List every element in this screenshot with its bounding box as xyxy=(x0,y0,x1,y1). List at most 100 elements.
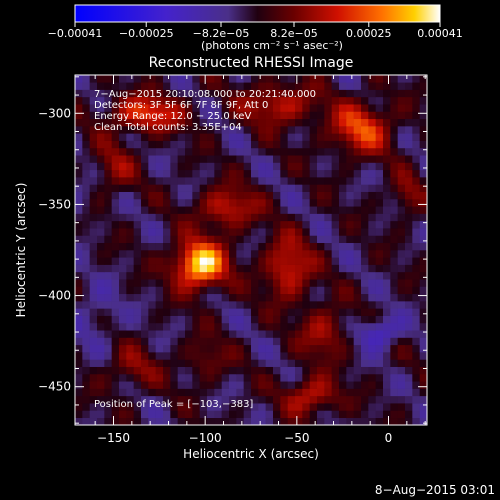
heatmap-cell xyxy=(419,395,427,404)
heatmap-cell xyxy=(390,264,398,273)
heatmap-cell xyxy=(331,308,340,316)
heatmap-cell xyxy=(163,257,171,265)
heatmap-cell xyxy=(119,228,127,236)
heatmap-cell xyxy=(375,104,384,112)
heatmap-cell xyxy=(295,322,303,331)
heatmap-cell xyxy=(185,250,193,258)
heatmap-cell xyxy=(214,104,222,112)
heatmap-cell xyxy=(82,96,90,105)
heatmap-cell xyxy=(89,286,98,295)
heatmap-cell xyxy=(309,359,318,367)
heatmap-cell xyxy=(75,111,83,120)
heatmap-cell xyxy=(199,337,208,346)
heatmap-cell xyxy=(295,279,303,287)
heatmap-cell xyxy=(361,315,369,324)
heatmap-cell xyxy=(295,373,303,382)
heatmap-cell xyxy=(302,366,310,375)
heatmap-cell xyxy=(353,162,362,171)
heatmap-cell xyxy=(126,279,134,287)
heatmap-cell xyxy=(214,184,222,192)
heatmap-cell xyxy=(339,301,347,309)
heatmap-cell xyxy=(221,286,230,295)
heatmap-cell xyxy=(280,184,288,192)
heatmap-cell xyxy=(346,359,354,367)
heatmap-cell xyxy=(390,89,398,98)
heatmap-cell xyxy=(82,111,90,120)
heatmap-cell xyxy=(258,169,266,178)
heatmap-cell xyxy=(177,315,186,324)
heatmap-cell xyxy=(295,89,303,98)
heatmap-cell xyxy=(221,373,230,382)
heatmap-cell xyxy=(119,133,127,141)
heatmap-cell xyxy=(317,111,325,120)
heatmap-cell xyxy=(353,271,362,280)
heatmap-cell xyxy=(412,228,420,236)
heatmap-cell xyxy=(155,308,164,316)
heatmap-cell xyxy=(163,177,171,185)
heatmap-cell xyxy=(324,169,332,178)
heatmap-cell xyxy=(265,322,274,331)
heatmap-cell xyxy=(295,140,303,149)
heatmap-cell xyxy=(148,373,156,382)
heatmap-cell xyxy=(295,169,303,178)
heatmap-cell xyxy=(119,315,127,324)
heatmap-cell xyxy=(133,89,142,98)
heatmap-cell xyxy=(324,301,332,309)
heatmap-cell xyxy=(141,118,149,127)
heatmap-cell xyxy=(353,177,362,185)
heatmap-cell xyxy=(185,147,193,156)
heatmap-cell xyxy=(273,235,281,244)
heatmap-cell xyxy=(280,155,288,163)
heatmap-cell xyxy=(317,126,325,134)
heatmap-cell xyxy=(258,191,266,200)
heatmap-cell xyxy=(177,279,186,287)
heatmap-cell xyxy=(177,308,186,316)
heatmap-cell xyxy=(419,169,427,178)
heatmap-cell xyxy=(302,242,310,251)
heatmap-cell xyxy=(243,337,252,346)
heatmap-cell xyxy=(368,242,376,251)
heatmap-cell xyxy=(155,177,164,185)
heatmap-cell xyxy=(353,126,362,134)
heatmap-cell xyxy=(243,381,252,389)
heatmap-cell xyxy=(243,279,252,287)
heatmap-cell xyxy=(75,198,83,207)
heatmap-cell xyxy=(243,352,252,360)
heatmap-cell xyxy=(192,293,200,302)
heatmap-cell xyxy=(236,403,244,411)
heatmap-cell xyxy=(258,257,266,265)
heatmap-cell xyxy=(339,279,347,287)
heatmap-cell xyxy=(82,322,90,331)
heatmap-cell xyxy=(339,359,347,367)
heatmap-cell xyxy=(309,417,318,425)
heatmap-cell xyxy=(265,257,274,265)
heatmap-cell xyxy=(405,373,413,382)
heatmap-cell xyxy=(221,140,230,149)
heatmap-cell xyxy=(243,198,252,207)
heatmap-cell xyxy=(258,366,266,375)
heatmap-cell xyxy=(309,184,318,192)
heatmap-cell xyxy=(353,191,362,200)
heatmap-cell xyxy=(361,352,369,360)
heatmap-cell xyxy=(199,206,208,214)
heatmap-cell xyxy=(390,308,398,316)
heatmap-cell xyxy=(192,162,200,171)
heatmap-cell xyxy=(133,155,142,163)
heatmap-cell xyxy=(104,82,112,90)
heatmap-cell xyxy=(89,373,98,382)
heatmap-cell xyxy=(368,264,376,273)
heatmap-cell xyxy=(89,89,98,98)
heatmap-cell xyxy=(236,162,244,171)
heatmap-cell xyxy=(82,337,90,346)
heatmap-cell xyxy=(353,147,362,156)
colorbar-tick-label: 0.00041 xyxy=(417,27,463,40)
heatmap-cell xyxy=(295,250,303,258)
heatmap-cell xyxy=(221,315,230,324)
heatmap-cell xyxy=(317,410,325,419)
heatmap-cell xyxy=(214,206,222,214)
heatmap-cell xyxy=(177,206,186,214)
heatmap-cell xyxy=(214,250,222,258)
heatmap-cell xyxy=(82,191,90,200)
heatmap-cell xyxy=(346,417,354,425)
heatmap-cell xyxy=(221,213,230,222)
